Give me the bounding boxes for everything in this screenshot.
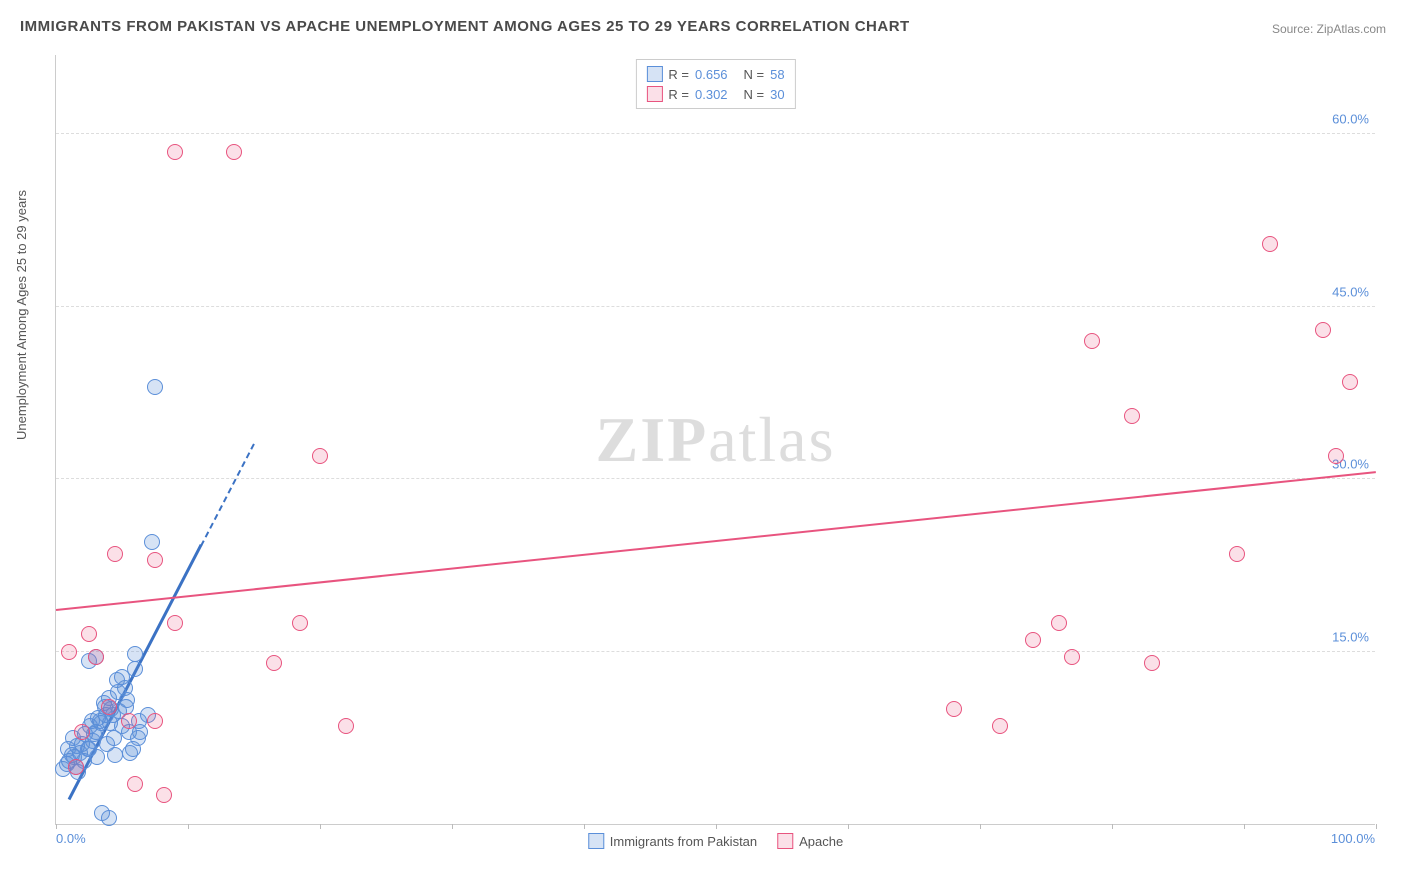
data-point	[61, 644, 77, 660]
data-point	[226, 144, 242, 160]
data-point	[121, 713, 137, 729]
data-point	[266, 655, 282, 671]
legend-n-label: N =	[744, 67, 765, 82]
legend-n-label: N =	[744, 87, 765, 102]
data-point	[338, 718, 354, 734]
data-point	[1064, 649, 1080, 665]
data-point	[156, 787, 172, 803]
x-tick-mark	[716, 824, 717, 829]
data-point	[1144, 655, 1160, 671]
data-point	[292, 615, 308, 631]
legend-swatch	[646, 66, 662, 82]
legend-r-label: R =	[668, 67, 689, 82]
data-point	[946, 701, 962, 717]
x-tick-mark	[980, 824, 981, 829]
legend-swatch	[646, 86, 662, 102]
trend-line	[200, 443, 255, 546]
series-legend: Immigrants from Pakistan Apache	[588, 833, 843, 849]
data-point	[68, 759, 84, 775]
x-tick-mark	[1244, 824, 1245, 829]
data-point	[101, 810, 117, 826]
y-tick-label: 45.0%	[1332, 284, 1369, 299]
data-point	[88, 649, 104, 665]
data-point	[147, 713, 163, 729]
data-point	[147, 552, 163, 568]
data-point	[312, 448, 328, 464]
x-tick-mark	[584, 824, 585, 829]
watermark: ZIPatlas	[596, 403, 836, 477]
legend-n-value: 30	[770, 87, 784, 102]
data-point	[127, 776, 143, 792]
data-point	[1342, 374, 1358, 390]
legend-r-value: 0.656	[695, 67, 728, 82]
data-point	[1124, 408, 1140, 424]
gridline	[56, 133, 1375, 134]
legend-row: R = 0.302 N = 30	[646, 84, 784, 104]
y-tick-label: 15.0%	[1332, 629, 1369, 644]
legend-r-value: 0.302	[695, 87, 728, 102]
x-axis-max-label: 100.0%	[1331, 831, 1375, 846]
x-tick-mark	[188, 824, 189, 829]
gridline	[56, 306, 1375, 307]
x-tick-mark	[320, 824, 321, 829]
x-tick-mark	[848, 824, 849, 829]
data-point	[81, 626, 97, 642]
data-point	[147, 379, 163, 395]
y-tick-label: 60.0%	[1332, 112, 1369, 127]
data-point	[110, 684, 126, 700]
series-legend-item: Apache	[777, 833, 843, 849]
data-point	[127, 646, 143, 662]
trend-line	[56, 471, 1376, 611]
watermark-atlas: atlas	[708, 404, 835, 475]
legend-r-label: R =	[668, 87, 689, 102]
gridline	[56, 478, 1375, 479]
series-name: Immigrants from Pakistan	[610, 834, 757, 849]
data-point	[107, 546, 123, 562]
data-point	[1229, 546, 1245, 562]
data-point	[1084, 333, 1100, 349]
data-point	[101, 699, 117, 715]
legend-swatch	[777, 833, 793, 849]
data-point	[1025, 632, 1041, 648]
legend-swatch	[588, 833, 604, 849]
data-point	[144, 534, 160, 550]
chart-title: IMMIGRANTS FROM PAKISTAN VS APACHE UNEMP…	[20, 18, 910, 35]
series-name: Apache	[799, 834, 843, 849]
gridline	[56, 651, 1375, 652]
data-point	[1315, 322, 1331, 338]
series-legend-item: Immigrants from Pakistan	[588, 833, 757, 849]
data-point	[89, 749, 105, 765]
x-tick-mark	[56, 824, 57, 829]
data-point	[1328, 448, 1344, 464]
x-tick-mark	[1112, 824, 1113, 829]
data-point	[1051, 615, 1067, 631]
legend-row: R = 0.656 N = 58	[646, 64, 784, 84]
data-point	[107, 747, 123, 763]
x-tick-mark	[1376, 824, 1377, 829]
correlation-legend: R = 0.656 N = 58 R = 0.302 N = 30	[635, 59, 795, 109]
source-label: Source: ZipAtlas.com	[1272, 22, 1386, 36]
data-point	[114, 669, 130, 685]
data-point	[992, 718, 1008, 734]
watermark-zip: ZIP	[596, 404, 709, 475]
data-point	[74, 724, 90, 740]
x-axis-min-label: 0.0%	[56, 831, 86, 846]
x-tick-mark	[452, 824, 453, 829]
plot-area: ZIPatlas R = 0.656N = 58R = 0.302N = 30 …	[55, 55, 1375, 825]
data-point	[167, 144, 183, 160]
data-point	[167, 615, 183, 631]
data-point	[1262, 236, 1278, 252]
y-axis-label: Unemployment Among Ages 25 to 29 years	[14, 190, 29, 440]
legend-n-value: 58	[770, 67, 784, 82]
